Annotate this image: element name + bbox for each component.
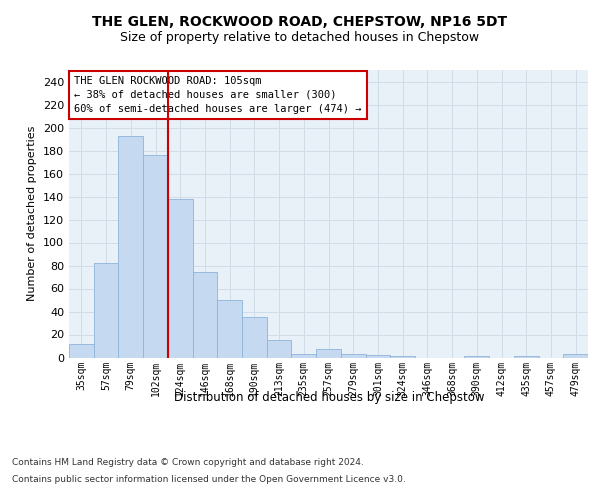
- Text: Size of property relative to detached houses in Chepstow: Size of property relative to detached ho…: [121, 31, 479, 44]
- Bar: [118, 136, 143, 358]
- Bar: [143, 155, 168, 358]
- Text: Contains HM Land Registry data © Crown copyright and database right 2024.: Contains HM Land Registry data © Crown c…: [12, 458, 364, 467]
- Bar: [464, 356, 489, 358]
- Bar: [365, 355, 390, 358]
- Bar: [69, 344, 94, 357]
- Bar: [94, 263, 118, 358]
- Bar: [316, 350, 341, 358]
- Bar: [390, 356, 415, 358]
- Bar: [217, 300, 242, 358]
- Text: Distribution of detached houses by size in Chepstow: Distribution of detached houses by size …: [173, 391, 484, 404]
- Bar: [341, 354, 365, 358]
- Bar: [267, 340, 292, 357]
- Y-axis label: Number of detached properties: Number of detached properties: [28, 126, 37, 302]
- Text: THE GLEN, ROCKWOOD ROAD, CHEPSTOW, NP16 5DT: THE GLEN, ROCKWOOD ROAD, CHEPSTOW, NP16 …: [92, 16, 508, 30]
- Bar: [292, 354, 316, 358]
- Bar: [514, 356, 539, 358]
- Text: THE GLEN ROCKWOOD ROAD: 105sqm
← 38% of detached houses are smaller (300)
60% of: THE GLEN ROCKWOOD ROAD: 105sqm ← 38% of …: [74, 76, 362, 114]
- Bar: [563, 354, 588, 358]
- Bar: [193, 272, 217, 358]
- Bar: [168, 199, 193, 358]
- Bar: [242, 318, 267, 358]
- Text: Contains public sector information licensed under the Open Government Licence v3: Contains public sector information licen…: [12, 474, 406, 484]
